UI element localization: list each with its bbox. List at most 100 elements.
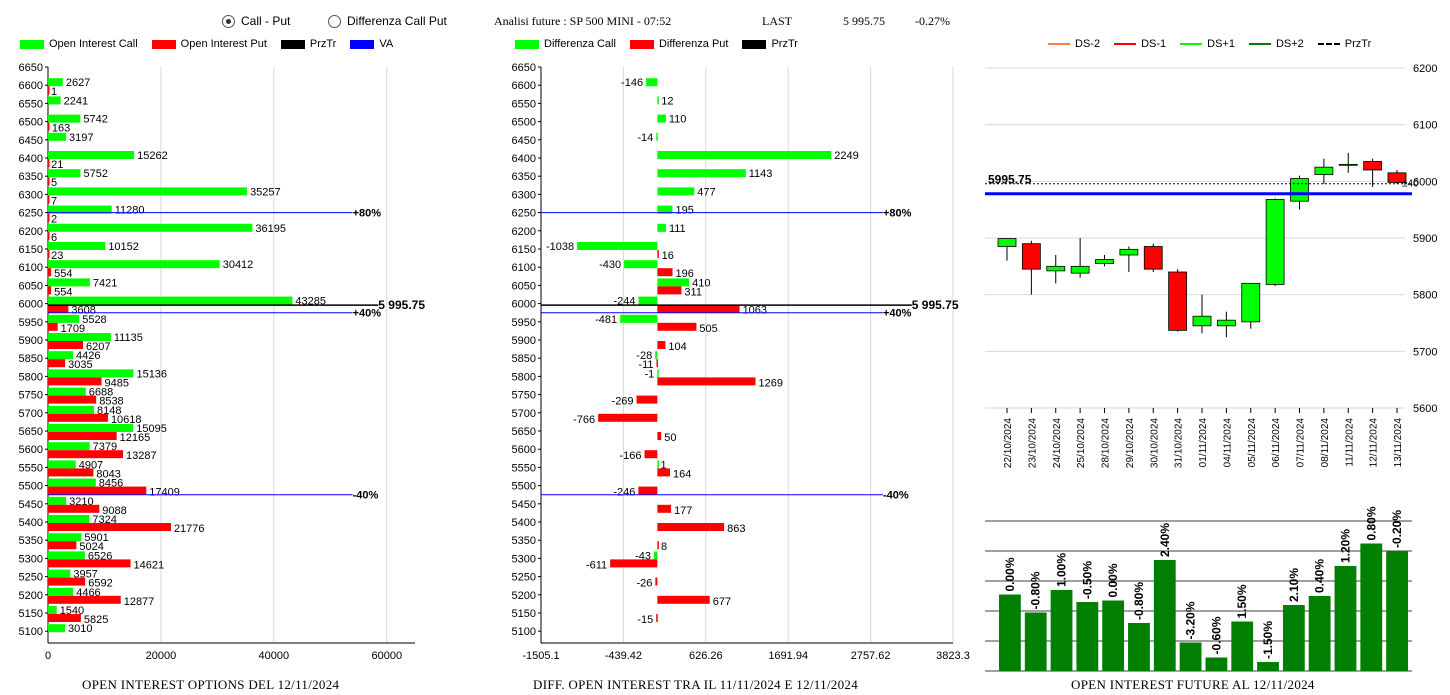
oi-put-label: 8043 xyxy=(96,468,120,480)
diff-put-bar xyxy=(644,450,658,459)
diff-y-tick-label: 6000 xyxy=(512,299,536,311)
diff-y-tick-label: 6150 xyxy=(512,244,536,256)
oi-call-bar xyxy=(48,169,81,178)
oi-put-bar xyxy=(48,468,94,477)
oi-put-label: 6592 xyxy=(88,578,112,590)
candle-body xyxy=(1046,265,1066,272)
oi-y-tick-label: 6150 xyxy=(19,244,43,256)
oi-call-bar xyxy=(48,114,81,123)
oi-call-bar xyxy=(48,533,82,542)
oi-put-bar xyxy=(48,486,147,495)
oi-call-bar xyxy=(48,369,134,378)
diff-y-tick-label: 5800 xyxy=(512,371,536,383)
oi-put-label: 9485 xyxy=(105,377,129,389)
oi-put-bar xyxy=(48,450,124,459)
oi-y-tick-label: 5950 xyxy=(19,317,43,329)
oi-put-bar xyxy=(48,577,86,586)
oi-call-label: 15095 xyxy=(136,423,167,435)
fut-oi-bar-label: 2.40% xyxy=(1158,523,1172,557)
diff-y-tick-label: 5400 xyxy=(512,517,536,529)
diff-call-bar xyxy=(657,169,746,178)
diff-y-tick-label: 5100 xyxy=(512,626,536,638)
diff-x-tick-label: 1691.94 xyxy=(768,650,808,662)
radio-differenza[interactable]: Differenza Call Put xyxy=(328,14,447,28)
diff-call-label: 477 xyxy=(697,186,715,198)
oi-call-bar xyxy=(48,151,135,159)
oi-call-bar xyxy=(48,96,61,105)
oi-call-label: 35257 xyxy=(250,186,281,198)
oi-put-label: 12165 xyxy=(120,432,151,444)
oi-y-tick-label: 5850 xyxy=(19,353,43,365)
fut-oi-bar-label: -0.20% xyxy=(1390,510,1404,548)
diff-y-tick-label: 5200 xyxy=(512,590,536,602)
candle-x-tick-label: 01/11/2024 xyxy=(1198,418,1209,468)
diff-y-tick-label: 6350 xyxy=(512,171,536,183)
candle-body xyxy=(1070,265,1090,274)
diff-put-label: 177 xyxy=(674,505,692,517)
diff-y-tick-label: 5900 xyxy=(512,335,536,347)
oi-y-tick-label: 5700 xyxy=(19,408,43,420)
oi-call-label: 11280 xyxy=(115,205,145,217)
oi-call-bar xyxy=(48,314,80,323)
oi-put-label: 21776 xyxy=(174,523,205,535)
oi-call-bar xyxy=(48,515,90,523)
diff-y-tick-label: 6650 xyxy=(512,62,536,74)
oi-put-label: 3608 xyxy=(71,305,95,317)
oi-put-bar xyxy=(48,159,50,167)
diff-prztr-label: 5 995.75 xyxy=(912,298,959,312)
diff-put-label: -15 xyxy=(637,614,653,626)
candle-right-label: ±40 xyxy=(1402,179,1419,190)
diff-call-label: -481 xyxy=(595,314,617,326)
candle-x-tick-label: 06/11/2024 xyxy=(1271,418,1282,468)
oi-y-tick-label: 6000 xyxy=(19,299,43,311)
oi-put-label: 6 xyxy=(51,232,57,244)
oi-put-label: 6207 xyxy=(86,341,110,353)
oi-y-tick-label: 5350 xyxy=(19,535,43,547)
diff-call-bar xyxy=(577,242,658,250)
diff-call-label: 1143 xyxy=(749,168,773,180)
oi-put-bar xyxy=(48,268,52,277)
diff-y-tick-label: 5500 xyxy=(512,481,536,493)
legend-diff: Differenza Call Differenza Put PrzTr xyxy=(515,38,812,50)
oi-y-tick-label: 6600 xyxy=(19,80,43,92)
oi-call-label: 11135 xyxy=(114,332,143,344)
oi-call-bar xyxy=(48,551,85,560)
diff-call-bar xyxy=(657,278,690,287)
diff-put-bar xyxy=(657,541,659,550)
fut-oi-bar-label: -0.50% xyxy=(1080,561,1094,599)
oi-y-tick-label: 5900 xyxy=(19,335,43,347)
diff-call-label: 111 xyxy=(669,223,686,235)
diff-call-bar xyxy=(624,260,658,269)
diff-call-label: -14 xyxy=(637,132,653,144)
candle-body xyxy=(1338,163,1358,166)
diff-va-label: +80% xyxy=(883,208,912,220)
oi-put-bar xyxy=(48,322,58,331)
diff-call-bar xyxy=(657,460,659,469)
candle-body xyxy=(1095,259,1114,264)
diff-y-tick-label: 6600 xyxy=(512,80,536,92)
oi-put-label: 163 xyxy=(52,123,70,135)
diff-call-bar xyxy=(657,223,666,232)
radio-call-put[interactable]: Call - Put xyxy=(222,14,290,28)
candle-x-tick-label: 07/11/2024 xyxy=(1296,418,1307,468)
diff-y-tick-label: 6200 xyxy=(512,226,536,238)
diff-put-label: -611 xyxy=(586,559,607,571)
candle-y-tick-label: 5600 xyxy=(1413,403,1437,415)
candle-x-tick-label: 22/10/2024 xyxy=(1003,418,1014,468)
legend-item-diff-call: Differenza Call xyxy=(515,38,616,50)
oi-put-label: 10618 xyxy=(111,414,142,426)
fut-oi-bar-label: 0.80% xyxy=(1364,506,1378,540)
candle-y-tick-label: 5900 xyxy=(1413,233,1437,245)
last-label: LAST xyxy=(762,14,792,28)
oi-put-label: 14621 xyxy=(134,559,165,571)
diff-y-tick-label: 5350 xyxy=(512,535,536,547)
diff-put-bar xyxy=(657,304,740,313)
diff-y-tick-label: 5650 xyxy=(512,426,536,438)
fut-oi-bar xyxy=(1257,662,1279,671)
oi-put-label: 17409 xyxy=(149,487,180,499)
diff-put-label: 50 xyxy=(664,432,676,444)
diff-put-label: 1063 xyxy=(743,305,767,317)
diff-put-bar xyxy=(657,286,682,295)
diff-put-label: -11 xyxy=(638,359,653,371)
oi-put-label: 1 xyxy=(51,86,57,98)
